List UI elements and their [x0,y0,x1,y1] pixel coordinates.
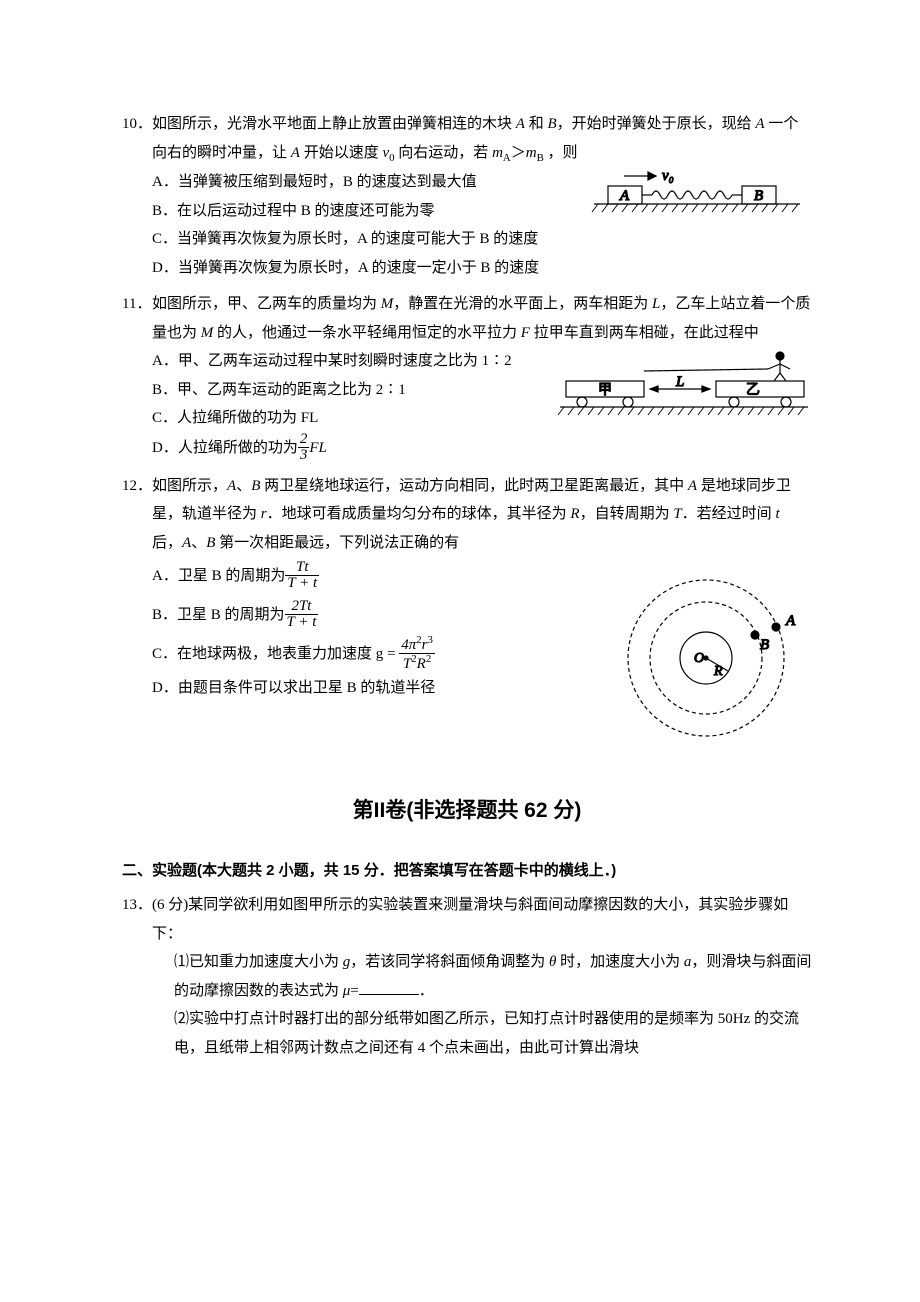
svg-text:B: B [760,637,769,653]
question-12: 12． 如图所示，A、B 两卫星绕地球运行，运动方向相同，此时两卫星距离最近，其… [122,472,812,744]
q12-options: O R A B A．卫星 B 的周期为TtT + t B．卫星 B 的周期为2T… [152,557,812,743]
svg-text:v₀: v₀ [662,168,674,184]
q10-figure: v₀ A B [586,166,812,220]
svg-text:A: A [785,613,796,629]
q11-stem: 11． 如图所示，甲、乙两车的质量均为 M，静置在光滑的水平面上，两车相距为 L… [122,290,812,347]
q11-D: D．人拉绳所做的功为23FL [152,433,812,464]
q13-sub1-body: ⑴已知重力加速度大小为 g，若该同学将斜面倾角调整为 θ 时，加速度大小为 a，… [174,948,812,1005]
q10-C: C．当弹簧再次恢复为原长时，A 的速度可能大于 B 的速度 [152,225,812,254]
section-2-heading: 二、实验题(本大题共 2 小题，共 15 分．把答案填写在答题卡中的横线上．) [122,857,812,886]
q13-sub2-body: ⑵实验中打点计时器打出的部分纸带如图乙所示，已知打点计时器使用的是频率为 50H… [174,1005,812,1062]
q11-number: 11． [122,290,152,347]
q13-number: 13． [122,891,152,948]
q10-options: v₀ A B A．当弹簧被压缩到最短时，B 的速度达到最大值 B．在以后运动过程… [152,168,812,282]
svg-text:乙: 乙 [746,382,760,398]
q13-sub1-num [152,948,174,1005]
q13-sub2-num [152,1005,174,1062]
svg-text:L: L [675,374,684,390]
q10-number: 10． [122,110,152,168]
blank-mu [359,979,419,995]
q13-body: (6 分)某同学欲利用如图甲所示的实验装置来测量滑块与斜面间动摩擦因数的大小，其… [152,891,812,948]
q12-stem: 12． 如图所示，A、B 两卫星绕地球运行，运动方向相同，此时两卫星距离最近，其… [122,472,812,558]
svg-text:O: O [694,651,704,666]
q11-figure: 甲 乙 L [558,347,812,419]
q13-sub1: ⑴已知重力加速度大小为 g，若该同学将斜面倾角调整为 θ 时，加速度大小为 a，… [152,948,812,1005]
svg-text:R: R [713,664,723,679]
q10-body: 如图所示，光滑水平地面上静止放置由弹簧相连的木块 A 和 B，开始时弹簧处于原长… [152,110,812,168]
q10-D: D．当弹簧再次恢复为原长时，A 的速度一定小于 B 的速度 [152,254,812,283]
q12-figure: O R A B [606,573,812,743]
question-10: 10． 如图所示，光滑水平地面上静止放置由弹簧相连的木块 A 和 B，开始时弹簧… [122,110,812,282]
svg-text:A: A [619,188,630,204]
q13-sub2: ⑵实验中打点计时器打出的部分纸带如图乙所示，已知打点计时器使用的是频率为 50H… [152,1005,812,1062]
q11-body: 如图所示，甲、乙两车的质量均为 M，静置在光滑的水平面上，两车相距为 L，乙车上… [152,290,812,347]
q12-number: 12． [122,472,152,558]
q13-stem: 13． (6 分)某同学欲利用如图甲所示的实验装置来测量滑块与斜面间动摩擦因数的… [122,891,812,948]
q11-options: 甲 乙 L [152,347,812,464]
q10-stem: 10． 如图所示，光滑水平地面上静止放置由弹簧相连的木块 A 和 B，开始时弹簧… [122,110,812,168]
part2-title: 第II卷(非选择题共 62 分) [122,791,812,831]
svg-text:甲: 甲 [598,383,612,398]
svg-text:B: B [754,188,763,204]
q12-body: 如图所示，A、B 两卫星绕地球运行，运动方向相同，此时两卫星距离最近，其中 A … [152,472,812,558]
question-11: 11． 如图所示，甲、乙两车的质量均为 M，静置在光滑的水平面上，两车相距为 L… [122,290,812,464]
question-13: 13． (6 分)某同学欲利用如图甲所示的实验装置来测量滑块与斜面间动摩擦因数的… [122,891,812,1062]
